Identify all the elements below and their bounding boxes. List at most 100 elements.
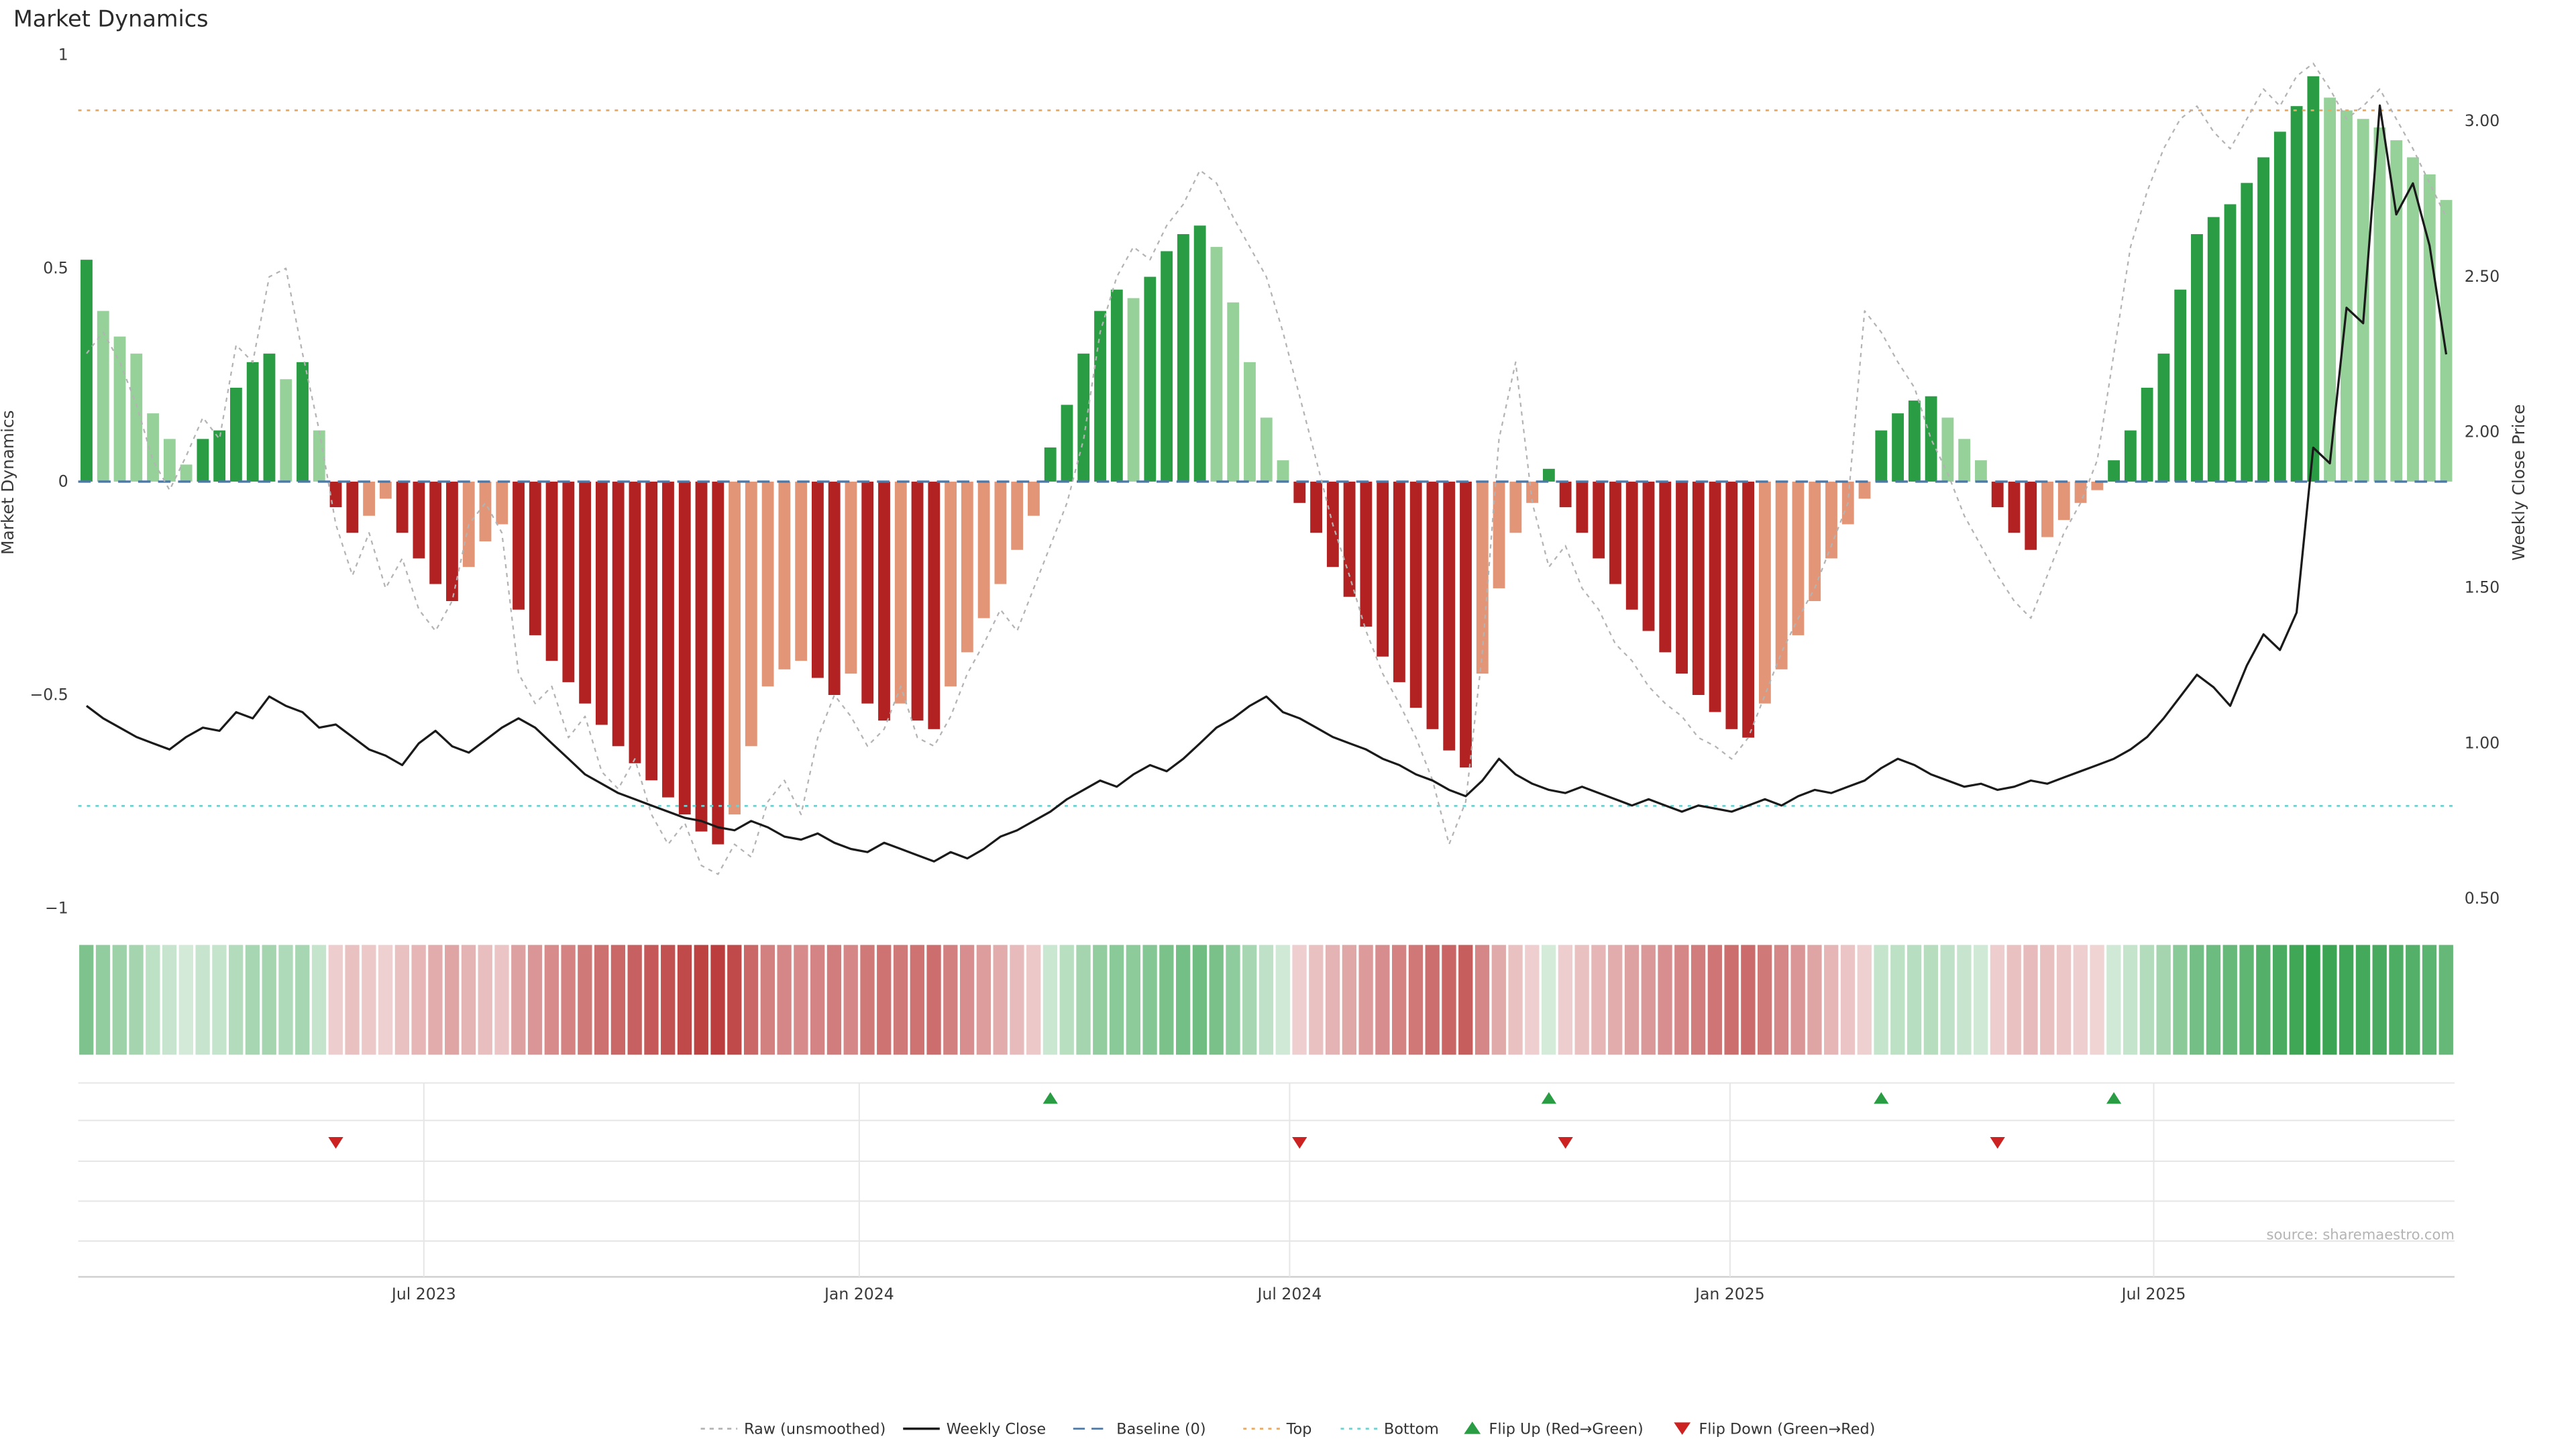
oscillator-bar	[761, 481, 774, 687]
heatmap-cell	[1724, 945, 1739, 1055]
heatmap-cell	[1242, 945, 1257, 1055]
heatmap-cell	[1840, 945, 1856, 1055]
oscillator-bar	[2407, 157, 2419, 482]
right-tick-label: 3.00	[2465, 111, 2500, 130]
heatmap-cell	[1658, 945, 1672, 1055]
oscillator-bar	[595, 481, 608, 725]
heatmap-cell	[877, 945, 892, 1055]
flip-event-markers	[328, 1092, 2122, 1149]
heatmap-cell	[1076, 945, 1091, 1055]
heatmap-cell	[112, 945, 127, 1055]
oscillator-bar	[1343, 481, 1356, 597]
heatmap-cell	[1874, 945, 1888, 1055]
oscillator-bar	[1542, 468, 1555, 482]
heatmap-cell	[1591, 945, 1606, 1055]
heatmap-cell	[2422, 945, 2437, 1055]
heatmap-cell	[710, 945, 725, 1055]
oscillator-bar	[994, 481, 1007, 584]
oscillator-bar	[1177, 233, 1189, 482]
raw-unsmoothed-line	[86, 62, 2447, 875]
oscillator-bar	[579, 481, 592, 704]
oscillator-bar	[695, 481, 708, 832]
oscillator-bar	[2174, 289, 2187, 482]
flip-down-icon	[328, 1137, 343, 1149]
oscillator-bar	[678, 481, 691, 815]
oscillator-bar	[496, 481, 508, 525]
oscillator-bar	[1576, 481, 1589, 533]
oscillator-bar	[163, 439, 176, 482]
heatmap-cell	[2406, 945, 2420, 1055]
flip-down-icon	[1292, 1137, 1307, 1149]
heatmap-cell	[843, 945, 858, 1055]
oscillator-bar	[2191, 233, 2203, 482]
oscillator-bar	[911, 481, 924, 721]
heatmap-cell	[162, 945, 177, 1055]
heatmap-cell	[1990, 945, 2005, 1055]
legend-flip-up-icon	[1464, 1421, 1481, 1434]
heatmap-cell	[1226, 945, 1240, 1055]
heatmap-cell	[1508, 945, 1523, 1055]
oscillator-bar	[1925, 396, 1937, 482]
oscillator-bar	[2025, 481, 2037, 550]
heatmap-cell	[2139, 945, 2155, 1055]
heatmap-cell	[677, 945, 692, 1055]
oscillator-bar	[894, 481, 907, 704]
oscillator-bar	[2440, 200, 2453, 482]
oscillator-bar	[2340, 110, 2353, 482]
flip-up-icon	[1874, 1092, 1889, 1104]
heatmap-cell	[1741, 945, 1756, 1055]
heatmap-cell	[644, 945, 659, 1055]
oscillator-bar	[1110, 289, 1123, 482]
right-tick-label: 0.50	[2465, 889, 2500, 908]
oscillator-bar	[2124, 430, 2137, 482]
oscillator-bar	[1077, 354, 1090, 482]
heatmap-cell	[229, 945, 244, 1055]
oscillator-bar	[1676, 481, 1688, 674]
oscillator-bar	[977, 481, 990, 619]
heatmap-cell	[893, 945, 908, 1055]
heatmap-cell	[1624, 945, 1640, 1055]
heatmap-cell	[743, 945, 759, 1055]
oscillator-bar	[429, 481, 442, 584]
oscillator-bar	[1775, 481, 1788, 669]
heatmap-cell	[129, 945, 144, 1055]
right-tick-label: 1.50	[2465, 578, 2500, 597]
heatmap-cell	[2206, 945, 2221, 1055]
heatmap-cell	[411, 945, 426, 1055]
oscillator-bar	[1659, 481, 1672, 653]
oscillator-bar	[379, 481, 392, 499]
oscillator-bar	[1958, 439, 1971, 482]
heatmap-cell	[394, 945, 410, 1055]
oscillator-bar	[1244, 362, 1256, 482]
legend-flip-down-icon	[1674, 1422, 1691, 1435]
oscillator-bar	[845, 481, 857, 674]
oscillator-bar	[1443, 481, 1456, 751]
heatmap-cell	[810, 945, 825, 1055]
right-tick-label: 2.50	[2465, 267, 2500, 286]
oscillator-bar	[1127, 298, 1140, 482]
oscillator-bar	[230, 387, 242, 482]
x-tick-label: Jan 2024	[823, 1285, 894, 1303]
oscillator-bar	[1709, 481, 1721, 712]
weekly-close-line	[86, 104, 2448, 863]
heatmap-cell	[1292, 945, 1307, 1055]
oscillator-bar	[2423, 174, 2436, 482]
oscillator-bar	[812, 481, 824, 678]
heatmap-cell	[212, 945, 227, 1055]
legend-item-label: Weekly Close	[947, 1421, 1046, 1438]
x-tick-label: Jul 2023	[390, 1285, 456, 1303]
heatmap-cell	[511, 945, 526, 1055]
oscillator-bar	[1526, 481, 1539, 503]
heatmap-cell	[1109, 945, 1124, 1055]
heatmap-cell	[328, 945, 343, 1055]
oscillator-bar	[2257, 157, 2269, 482]
heatmap-cell	[661, 945, 676, 1055]
heatmap-cell	[2023, 945, 2038, 1055]
oscillator-bar	[2224, 204, 2237, 482]
oscillator-bar	[545, 481, 558, 661]
oscillator-bar	[1941, 417, 1954, 482]
heatmap-cell	[1558, 945, 1573, 1055]
heatmap-cell	[959, 945, 975, 1055]
